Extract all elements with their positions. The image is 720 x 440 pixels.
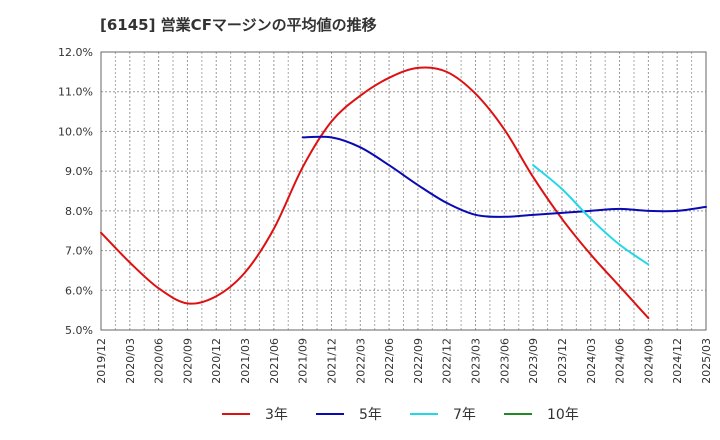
y-tick-label: 11.0%: [58, 86, 93, 99]
x-tick-label: 2021/12: [325, 338, 338, 384]
series-line-3: [532, 164, 650, 266]
x-tick-label: 2021/03: [239, 338, 252, 384]
y-axis: 5.0% 6.0% 7.0% 8.0% 9.0% 10.0% 11.0% 12.0%: [58, 46, 93, 337]
x-tick-label: 2019/12: [95, 338, 108, 384]
x-tick-label: 2023/09: [527, 338, 540, 384]
x-tick-label: 2023/06: [498, 338, 511, 384]
x-tick-label: 2023/12: [556, 338, 569, 384]
x-tick-label: 2024/12: [671, 338, 684, 384]
x-tick-label: 2020/12: [210, 338, 223, 384]
legend-label-3: 7年: [453, 407, 476, 423]
chart-title: [6145] 営業CFマージンの平均値の推移: [100, 16, 377, 34]
plot-background: [101, 52, 706, 330]
plot-area: [101, 52, 706, 330]
plot-border: [100, 51, 707, 331]
x-tick-label: 2022/06: [383, 338, 396, 384]
series-lines: [100, 66, 707, 320]
x-tick-label: 2022/09: [412, 338, 425, 384]
grid: [100, 51, 707, 331]
x-tick-label: 2024/03: [585, 338, 598, 384]
x-tick-label: 2021/06: [268, 338, 281, 384]
x-tick-label: 2024/06: [614, 338, 627, 384]
legend: 3年 5年 7年 10年: [222, 407, 579, 423]
legend-label-2: 5年: [359, 407, 382, 423]
x-tick-label: 2022/12: [441, 338, 454, 384]
series-line-1: [100, 66, 650, 320]
x-tick-label: 2022/03: [354, 338, 367, 384]
y-tick-label: 6.0%: [65, 284, 93, 297]
x-tick-label: 2020/09: [181, 338, 194, 384]
y-tick-label: 10.0%: [58, 125, 93, 138]
legend-label-4: 10年: [547, 407, 579, 423]
legend-label-1: 3年: [265, 407, 288, 423]
x-tick-label: 2023/03: [470, 338, 483, 384]
y-tick-label: 9.0%: [65, 165, 93, 178]
y-tick-label: 7.0%: [65, 245, 93, 258]
x-tick-label: 2021/09: [297, 338, 310, 384]
x-tick-label: 2024/09: [642, 338, 655, 384]
x-tick-label: 2025/03: [700, 338, 713, 384]
series-line-2: [301, 135, 707, 218]
y-tick-label: 5.0%: [65, 324, 93, 337]
y-tick-label: 8.0%: [65, 205, 93, 218]
x-tick-label: 2020/06: [153, 338, 166, 384]
x-axis: 2019/12 2020/03 2020/06 2020/09 2020/12 2021/…: [95, 338, 713, 384]
y-tick-label: 12.0%: [58, 46, 93, 59]
x-tick-label: 2020/03: [124, 338, 137, 384]
